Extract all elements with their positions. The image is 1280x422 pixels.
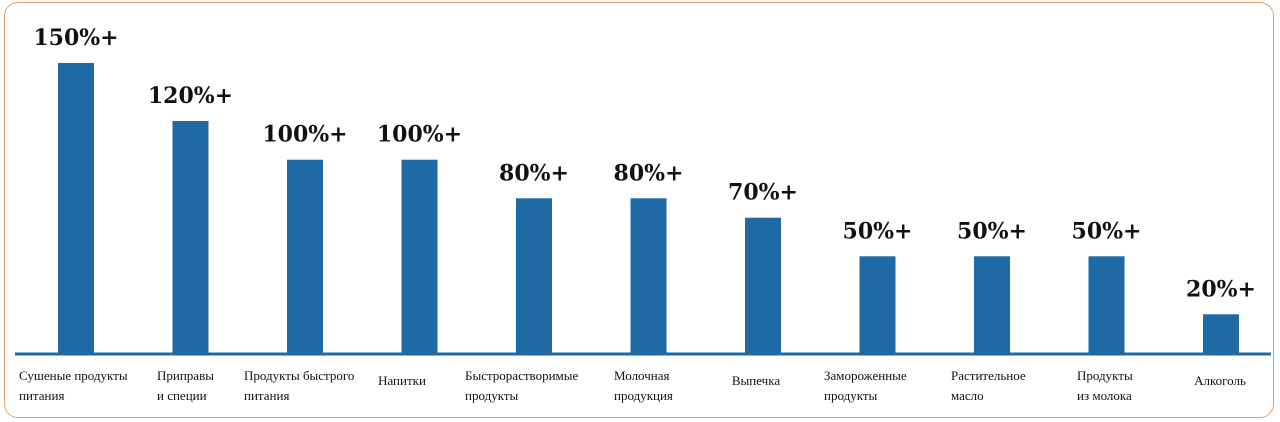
bar-1 <box>58 63 94 353</box>
value-label-11: 20%+ <box>1186 276 1256 302</box>
value-labels-group: 150%+ 120%+ 100%+ 100%+ 80%+ 80%+ 70%+ 50%+ 50%+… <box>33 25 1256 302</box>
category-label-6: Молочная продукция <box>614 368 673 403</box>
category-label-3: Продукты быстрого питания <box>244 368 354 403</box>
value-label-3: 100%+ <box>262 122 347 148</box>
bar-8 <box>859 256 896 353</box>
category-label-5: Быстрорастворимые продукты <box>465 368 578 403</box>
value-label-2: 120%+ <box>148 83 233 109</box>
bar-7 <box>745 217 781 353</box>
bar-3 <box>287 159 323 353</box>
value-label-10: 50%+ <box>1072 218 1142 244</box>
bar-10 <box>1088 256 1125 353</box>
bar-5 <box>516 198 552 353</box>
value-label-7: 70%+ <box>728 180 798 206</box>
value-label-4: 100%+ <box>377 122 462 148</box>
category-label-8: Замороженные продукты <box>824 368 907 403</box>
value-label-9: 50%+ <box>957 218 1027 244</box>
category-label-9: Растительное масло <box>951 368 1026 403</box>
category-label-7: Выпечка <box>732 373 780 388</box>
value-label-8: 50%+ <box>843 218 913 244</box>
bar-chart: 150%+ 120%+ 100%+ 100%+ 80%+ 80%+ 70%+ 50%+ 50%+… <box>15 25 1271 403</box>
bar-6 <box>630 198 667 353</box>
bars-group <box>58 63 1239 353</box>
value-label-6: 80%+ <box>614 160 684 186</box>
value-label-1: 150%+ <box>33 25 118 51</box>
bar-4 <box>401 159 438 353</box>
category-label-10: Продукты из молока <box>1077 368 1133 403</box>
chart-frame: 150%+ 120%+ 100%+ 100%+ 80%+ 80%+ 70%+ 50%+ 50%+… <box>4 2 1274 418</box>
category-label-1: Сушеные продукты питания <box>19 368 128 403</box>
category-label-2: Приправы и специи <box>157 368 214 403</box>
category-label-11: Алкоголь <box>1194 373 1246 388</box>
category-label-4: Напитки <box>378 373 426 388</box>
bar-2 <box>172 121 209 353</box>
value-label-5: 80%+ <box>499 160 569 186</box>
category-labels-group: Сушеные продукты питания Приправы и специи П… <box>19 368 1246 403</box>
bar-9 <box>974 256 1010 353</box>
bar-11 <box>1203 314 1239 353</box>
